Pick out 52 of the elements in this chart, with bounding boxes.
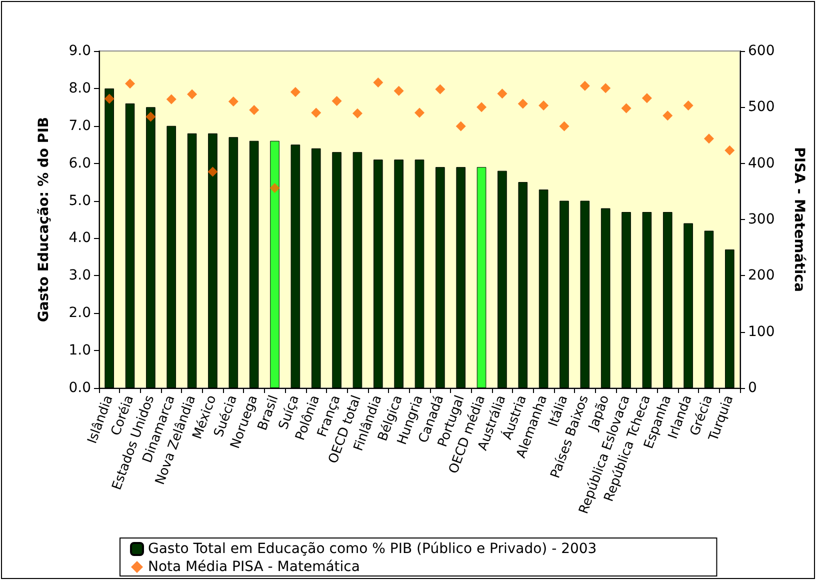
point bbox=[724, 145, 735, 156]
legend-label: Nota Média PISA - Matemática bbox=[148, 559, 360, 575]
point bbox=[518, 98, 528, 109]
y2-tick-label: 0 bbox=[748, 380, 757, 396]
point bbox=[290, 87, 300, 97]
y2-tick-label: 400 bbox=[748, 155, 775, 172]
point bbox=[104, 94, 114, 104]
point bbox=[187, 89, 198, 100]
point bbox=[332, 96, 342, 106]
point bbox=[435, 84, 446, 94]
y2-tick-label: 300 bbox=[748, 212, 775, 228]
y-tick-label: 5.0 bbox=[68, 192, 91, 209]
y-tick-label: 6.0 bbox=[68, 155, 91, 172]
y2-tick-label: 500 bbox=[748, 99, 775, 116]
point bbox=[621, 103, 632, 114]
point bbox=[270, 183, 280, 194]
y2-tick-label: 600 bbox=[748, 43, 775, 59]
y-tick-label: 4.0 bbox=[68, 230, 91, 246]
y-tick-label: 7.0 bbox=[68, 118, 91, 134]
y2-tick-label: 100 bbox=[748, 324, 775, 340]
point bbox=[476, 102, 487, 112]
point bbox=[559, 121, 570, 132]
point bbox=[208, 166, 218, 177]
point bbox=[662, 110, 673, 121]
y-tick-label: 8.0 bbox=[68, 80, 91, 96]
point bbox=[249, 104, 260, 115]
y2-tick-label: 200 bbox=[748, 268, 775, 284]
point bbox=[538, 100, 549, 110]
point bbox=[683, 100, 694, 110]
point bbox=[394, 86, 404, 96]
point bbox=[228, 96, 238, 107]
point bbox=[125, 78, 136, 89]
point bbox=[146, 112, 156, 122]
y-tick-label: 3.0 bbox=[68, 268, 91, 284]
y-axis-title: Gasto Educação: % do PIB bbox=[36, 116, 52, 322]
y-tick-label: 0.0 bbox=[68, 380, 91, 396]
point bbox=[166, 94, 176, 104]
point bbox=[352, 108, 362, 118]
point bbox=[456, 121, 466, 132]
y-tick-label: 2.0 bbox=[68, 305, 91, 322]
point bbox=[414, 108, 424, 118]
legend-label: Gasto Total em Educação como % PIB (Público e Privado) - 2003 bbox=[148, 541, 597, 557]
point bbox=[373, 77, 384, 88]
point bbox=[704, 134, 714, 144]
point bbox=[600, 83, 611, 94]
point bbox=[580, 80, 590, 91]
y2-axis-title: PISA - Matemática bbox=[791, 147, 807, 292]
point bbox=[497, 88, 508, 99]
point bbox=[642, 93, 652, 104]
y-tick-label: 1.0 bbox=[68, 342, 91, 359]
point bbox=[311, 108, 322, 118]
y-tick-label: 9.0 bbox=[68, 43, 91, 59]
